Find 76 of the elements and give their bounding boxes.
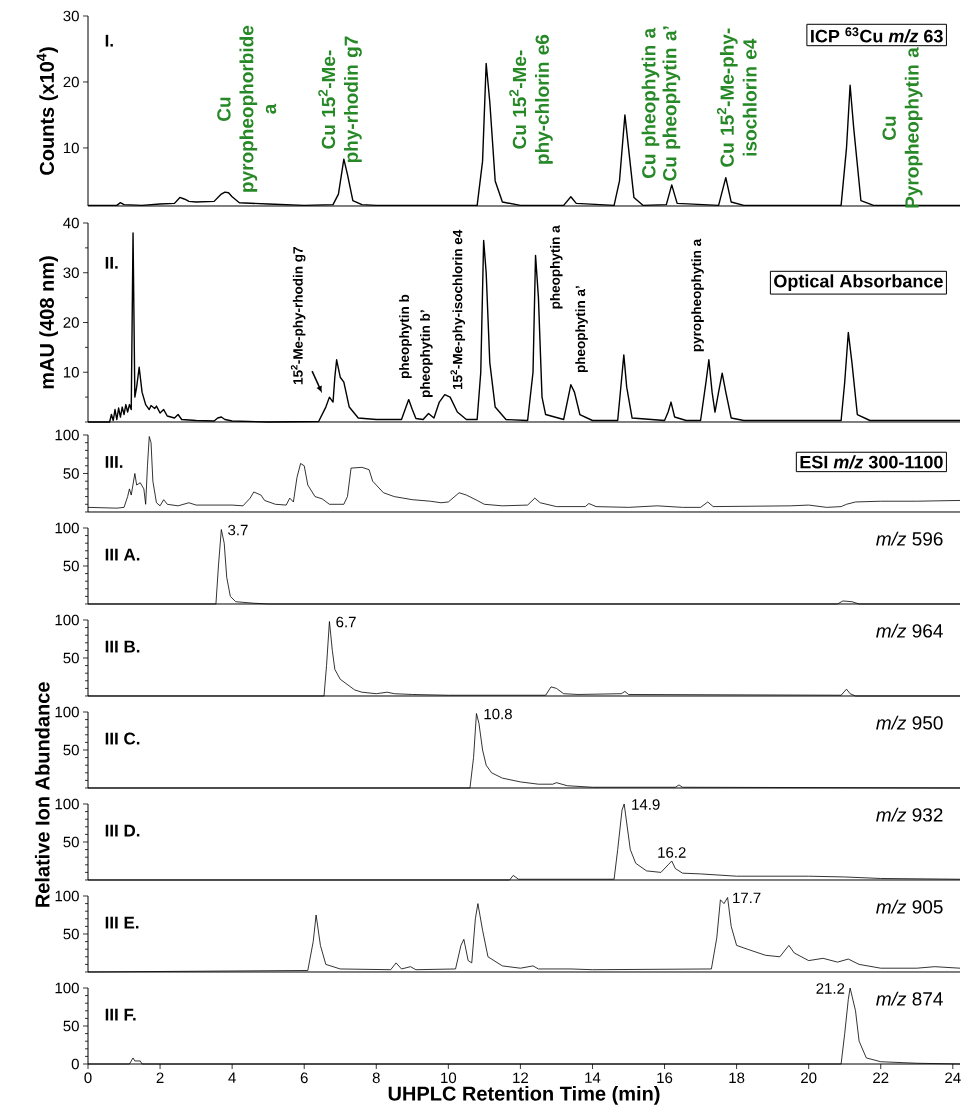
y-tick-label: 100 <box>55 429 79 441</box>
annotation: 15$^{2}$-Me-phy-rhodin g7 <box>290 247 306 385</box>
x-tick-label: 6 <box>300 1072 308 1084</box>
y-tick-label: 100 <box>55 522 79 534</box>
chart-subtitle: m/z 596 <box>876 531 943 546</box>
annotation: 16.2 <box>658 847 686 858</box>
x-tick-label: 14 <box>585 1072 601 1083</box>
annotation: Cu pheophytin a’ <box>662 26 681 181</box>
text: III C. <box>105 732 140 745</box>
x-tick-label: 22 <box>873 1072 889 1083</box>
y-tick-label: 100 <box>55 706 79 718</box>
annotation: pheophytin a <box>549 225 563 309</box>
y-tick-label: 100 <box>55 890 79 902</box>
y-tick-label: 50 <box>63 652 79 664</box>
text: III A. <box>105 548 140 561</box>
y-tick-label: 100 <box>55 614 79 626</box>
y-tick-label: 30 <box>63 267 79 279</box>
annotation: Cu pyropheophorbide a <box>217 25 277 192</box>
annotation: Cu pheophytin a <box>641 27 660 179</box>
x-tick-label: 16 <box>657 1072 673 1084</box>
annotation: 17.7 <box>733 892 761 904</box>
annotation: pheophytin a’ <box>575 286 588 373</box>
text: III B. <box>105 640 140 653</box>
text: II. <box>105 256 118 269</box>
y-tick-label: 50 <box>63 1020 79 1032</box>
text: III D. <box>105 824 140 837</box>
annotation: 14.9 <box>632 799 660 810</box>
y-tick-label: 50 <box>63 468 79 479</box>
x-tick-label: 10 <box>441 1072 457 1084</box>
chart-subtitle: m/z 964 <box>876 623 943 638</box>
text: ESI m/z 300-1100 <box>800 455 943 469</box>
text: III. <box>105 456 123 468</box>
x-tick-label: 8 <box>372 1072 380 1084</box>
x-tick-label: 20 <box>801 1072 817 1084</box>
y-axis-title: Counts (x10$^{4}$) <box>36 47 58 175</box>
y-tick-label: 50 <box>63 836 79 848</box>
y-tick-label: 0 <box>71 1058 79 1070</box>
annotation: 15$^{2}$-Me-phy-isochlorin e4 <box>450 229 466 390</box>
annotation: pheophytin b’ <box>420 310 433 398</box>
y-axis-title: mAU (408 nm) <box>39 256 58 389</box>
text: Optical Absorbance <box>774 274 943 292</box>
annotation: pheophytin b <box>399 294 412 379</box>
y-tick-label: 10 <box>63 142 79 154</box>
y-tick-label: 50 <box>63 744 79 756</box>
chart-subtitle: m/z 932 <box>876 807 943 822</box>
y-tick-label: 20 <box>63 317 79 328</box>
chart-subtitle: m/z 874 <box>876 991 943 1006</box>
x-tick-label: 0 <box>84 1072 92 1084</box>
y-tick-label: 40 <box>63 217 79 229</box>
annotation: 6.7 <box>336 616 356 628</box>
chart-subtitle: m/z 905 <box>876 899 943 914</box>
annotation: Cu Pyropheophytin a <box>882 47 923 208</box>
x-tick-label: 12 <box>513 1072 528 1083</box>
x-tick-label: 18 <box>729 1072 745 1084</box>
x-axis-title: UHPLC Retention Time (min) <box>388 1085 660 1105</box>
x-tick-label: 2 <box>156 1072 164 1083</box>
y-tick-label: 20 <box>63 76 79 88</box>
text: III F. <box>105 1008 136 1021</box>
line-series <box>87 436 961 509</box>
annotation: 10.8 <box>484 708 512 720</box>
y-tick-label: 30 <box>63 10 79 22</box>
annotation: 21.2 <box>816 983 845 994</box>
text: I. <box>105 34 113 47</box>
annotation: 3.7 <box>228 524 248 536</box>
chart-subtitle: m/z 950 <box>876 715 943 730</box>
text: III E. <box>105 916 139 929</box>
y-tick-label: 50 <box>63 928 79 940</box>
y-tick-label: 10 <box>63 366 79 378</box>
x-tick-label: 4 <box>228 1072 236 1083</box>
x-tick-label: 24 <box>945 1072 961 1083</box>
text: ICP $^{63}$Cu m/z 63 <box>811 27 943 43</box>
y-axis-title: Relative Ion Abundance <box>34 682 50 907</box>
y-tick-label: 100 <box>55 982 79 994</box>
y-tick-label: 50 <box>63 560 79 572</box>
annotation: pyropheophytin a <box>691 238 704 352</box>
y-tick-label: 100 <box>55 798 79 810</box>
